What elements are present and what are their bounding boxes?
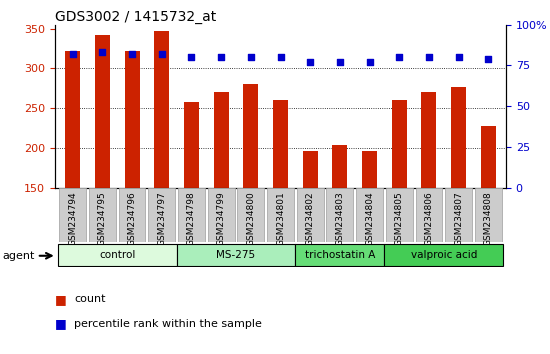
Text: control: control — [99, 250, 135, 260]
Point — [187, 55, 196, 60]
FancyBboxPatch shape — [89, 188, 116, 242]
Point — [98, 50, 107, 55]
Text: GSM234800: GSM234800 — [246, 192, 255, 246]
Text: GSM234796: GSM234796 — [128, 192, 136, 246]
Bar — [302, 151, 317, 188]
Point — [306, 59, 315, 65]
Text: GSM234804: GSM234804 — [365, 192, 374, 246]
FancyBboxPatch shape — [58, 244, 177, 266]
FancyBboxPatch shape — [475, 188, 502, 242]
Point — [454, 55, 463, 60]
Bar — [244, 84, 258, 188]
FancyBboxPatch shape — [386, 188, 412, 242]
Text: count: count — [74, 294, 106, 304]
Point — [246, 55, 255, 60]
Point — [128, 51, 136, 57]
Point — [395, 55, 404, 60]
Bar — [451, 87, 466, 188]
Text: MS-275: MS-275 — [217, 250, 256, 260]
Bar — [362, 151, 377, 188]
Text: trichostatin A: trichostatin A — [305, 250, 375, 260]
FancyBboxPatch shape — [267, 188, 294, 242]
Text: GSM234794: GSM234794 — [68, 192, 78, 246]
Text: GSM234805: GSM234805 — [395, 192, 404, 246]
Text: percentile rank within the sample: percentile rank within the sample — [74, 319, 262, 329]
FancyBboxPatch shape — [297, 188, 323, 242]
Bar — [273, 100, 288, 188]
FancyBboxPatch shape — [208, 188, 234, 242]
Text: agent: agent — [3, 251, 35, 261]
Text: GSM234798: GSM234798 — [187, 192, 196, 246]
Text: GDS3002 / 1415732_at: GDS3002 / 1415732_at — [55, 10, 216, 24]
FancyBboxPatch shape — [384, 244, 503, 266]
FancyBboxPatch shape — [59, 188, 86, 242]
Text: GSM234799: GSM234799 — [217, 192, 226, 246]
Point — [336, 59, 344, 65]
FancyBboxPatch shape — [415, 188, 442, 242]
Point — [217, 55, 226, 60]
Text: GSM234801: GSM234801 — [276, 192, 285, 246]
Bar — [421, 91, 436, 188]
Point — [425, 55, 433, 60]
Bar — [332, 145, 347, 188]
FancyBboxPatch shape — [295, 244, 384, 266]
Text: ■: ■ — [55, 293, 67, 306]
Text: GSM234808: GSM234808 — [483, 192, 493, 246]
FancyBboxPatch shape — [178, 188, 205, 242]
FancyBboxPatch shape — [148, 188, 175, 242]
Text: GSM234802: GSM234802 — [306, 192, 315, 246]
Bar — [481, 126, 496, 188]
Text: ■: ■ — [55, 318, 67, 330]
Text: GSM234806: GSM234806 — [425, 192, 433, 246]
Bar — [65, 51, 80, 188]
Point — [157, 51, 166, 57]
Bar — [214, 92, 229, 188]
Bar — [392, 100, 406, 188]
FancyBboxPatch shape — [327, 188, 353, 242]
FancyBboxPatch shape — [177, 244, 295, 266]
Text: GSM234803: GSM234803 — [336, 192, 344, 246]
FancyBboxPatch shape — [119, 188, 146, 242]
Text: GSM234807: GSM234807 — [454, 192, 463, 246]
Point — [365, 59, 374, 65]
Bar — [95, 35, 110, 188]
Text: valproic acid: valproic acid — [410, 250, 477, 260]
Point — [276, 55, 285, 60]
FancyBboxPatch shape — [238, 188, 264, 242]
Point — [68, 51, 77, 57]
Point — [484, 56, 493, 62]
Text: GSM234795: GSM234795 — [98, 192, 107, 246]
FancyBboxPatch shape — [356, 188, 383, 242]
FancyBboxPatch shape — [445, 188, 472, 242]
Bar — [184, 102, 199, 188]
Text: GSM234797: GSM234797 — [157, 192, 166, 246]
Bar — [155, 31, 169, 188]
Bar — [125, 51, 140, 188]
